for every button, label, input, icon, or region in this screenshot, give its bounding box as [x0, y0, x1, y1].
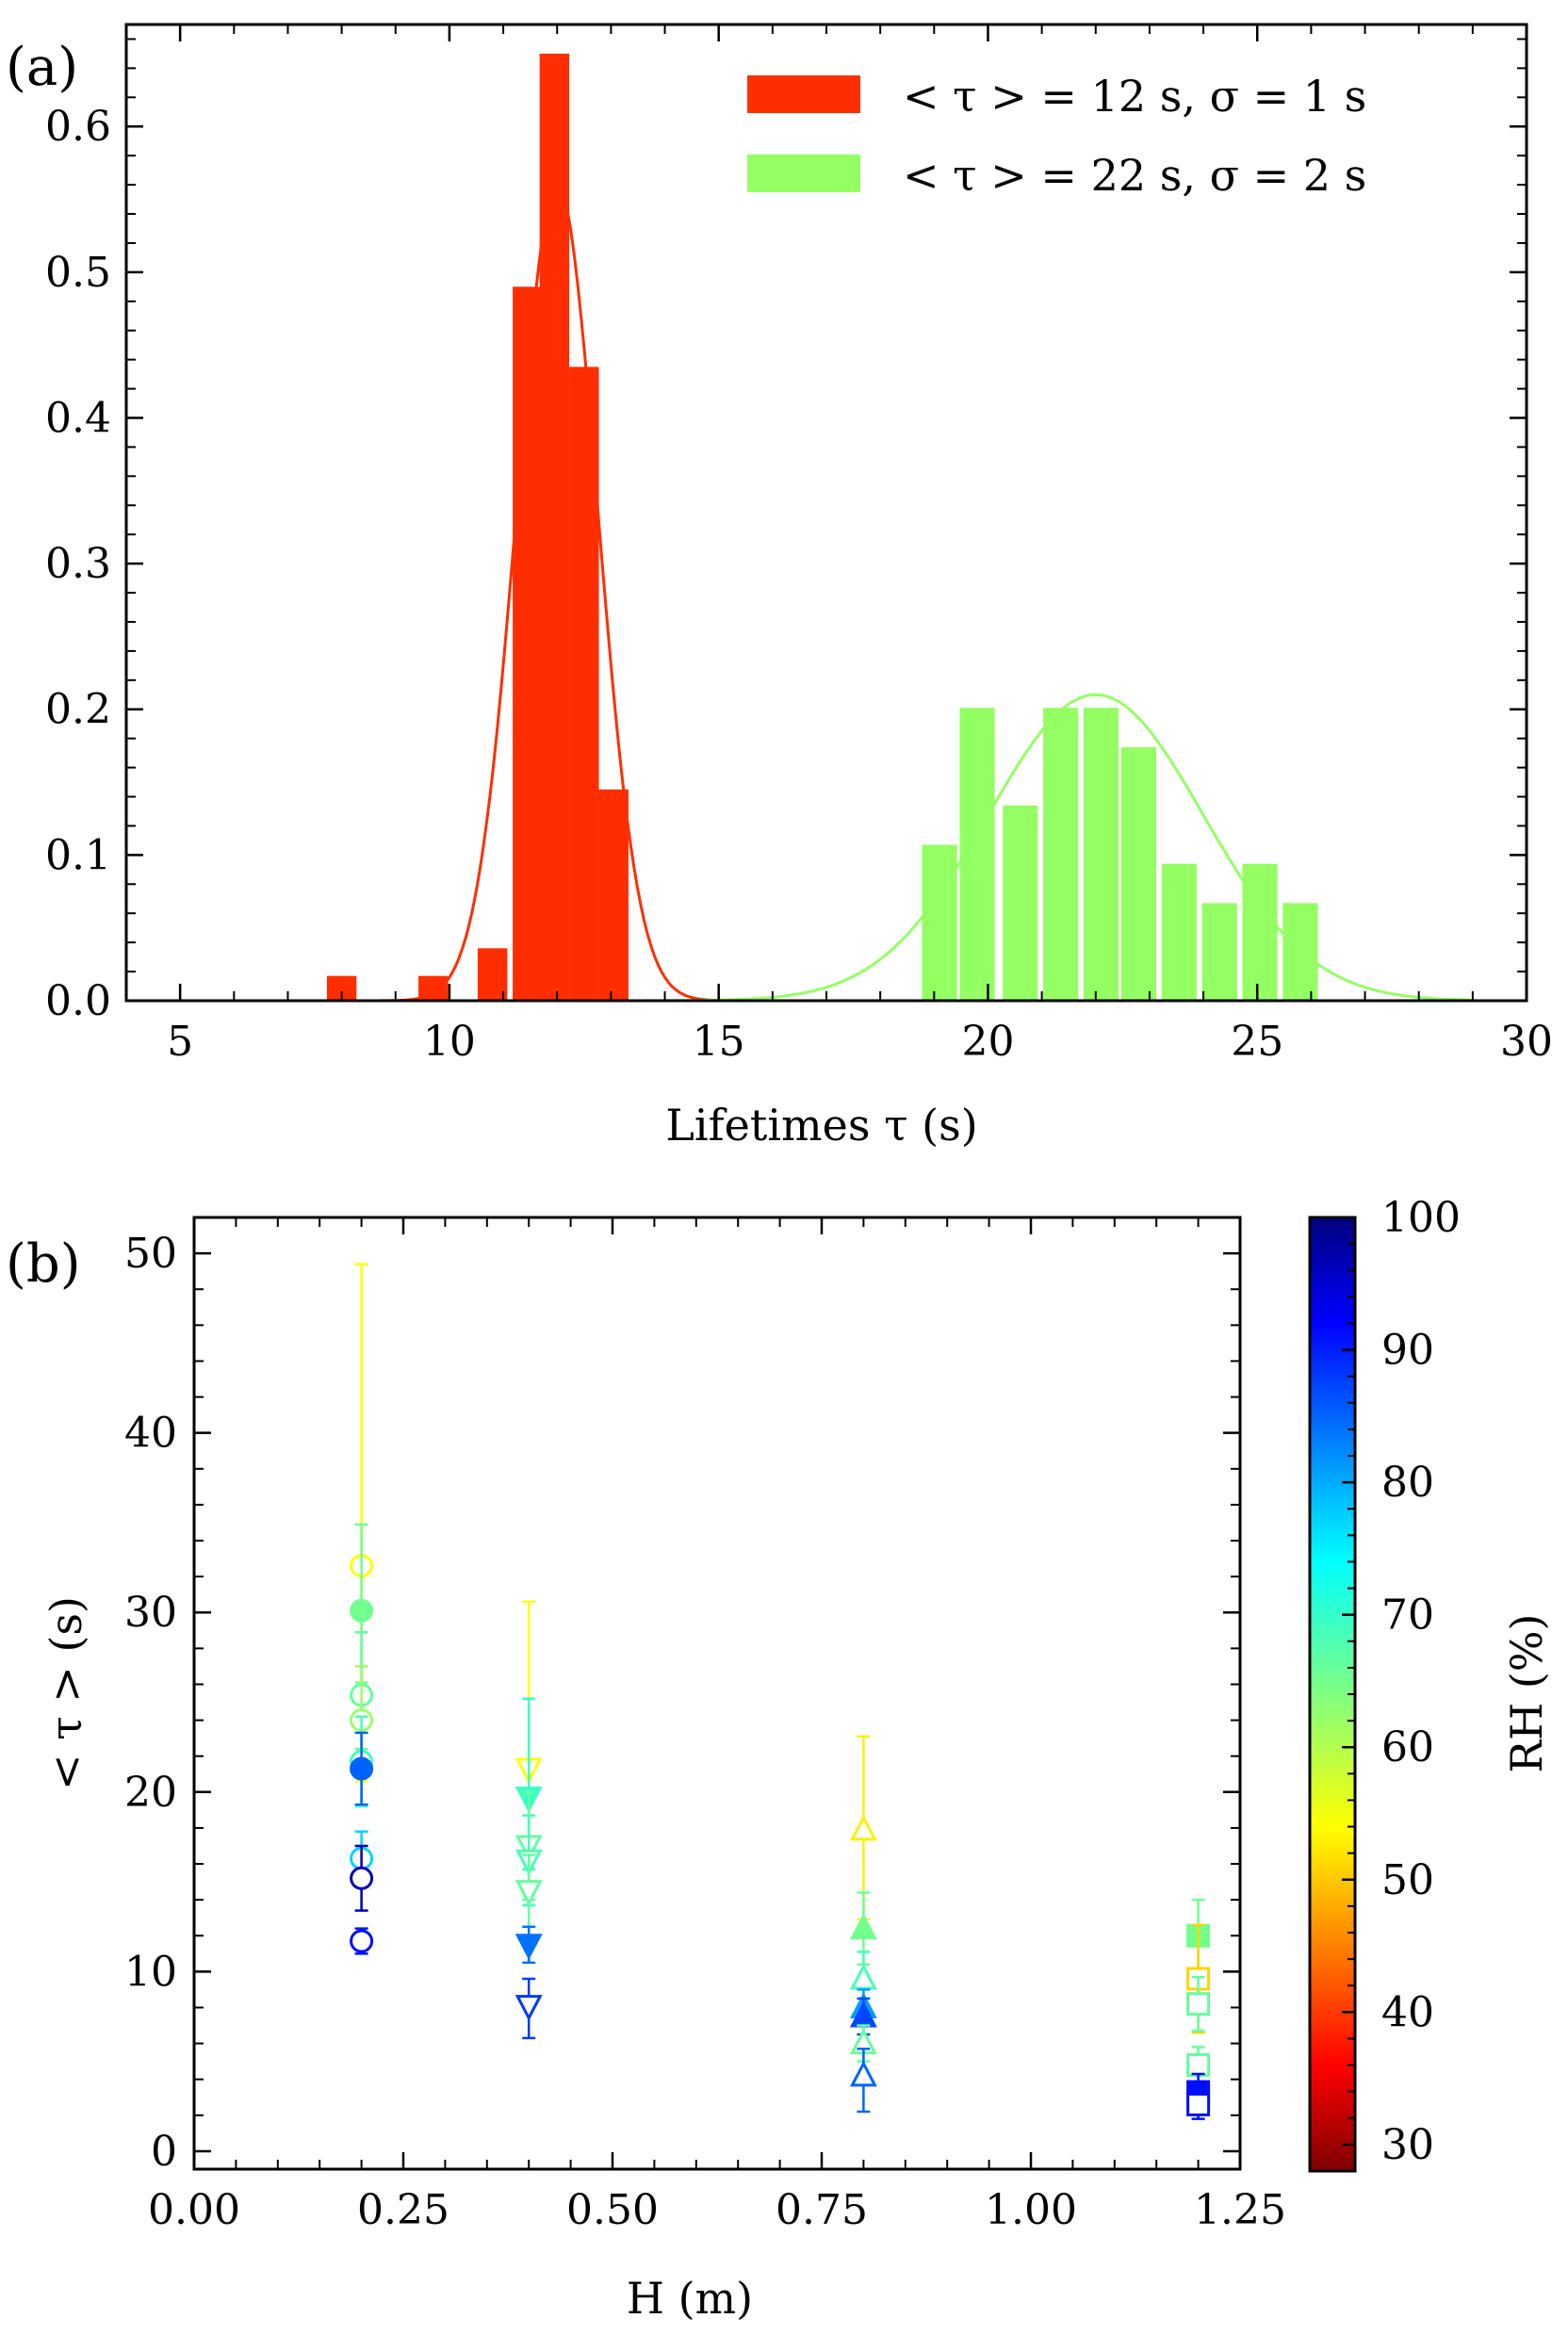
histogram-bar-1-8 [1242, 863, 1278, 1001]
colorbar-tick-label: 50 [1381, 1856, 1434, 1904]
histogram-bar-1-2 [1003, 805, 1038, 1001]
y-tick-label: 0.3 [45, 540, 111, 588]
colorbar: 30 40 50 60 70 80 90 100 RH (%) [1308, 1194, 1552, 2173]
data-point-circle-5 [350, 1756, 374, 1781]
y-tick-label: 0.1 [45, 831, 111, 879]
y-axis-title-b: < τ > (s) [41, 1596, 91, 1790]
scatter-points [350, 1263, 1211, 2120]
histogram-bar-1-6 [1161, 863, 1197, 1001]
histogram-panel: (a) 5 10 15 20 25 30 0.0 0.1 0.2 0.3 0.4 0.5 0.6 < τ… [6, 23, 1553, 1151]
x-tick-label: 0.50 [566, 2186, 659, 2234]
panel-label-a: (a) [6, 37, 78, 98]
y-tick-label: 0.2 [45, 686, 111, 734]
colorbar-tick-label: 70 [1381, 1592, 1434, 1640]
y-tick-label: 0.4 [45, 394, 111, 442]
y-tick-label: 0.0 [45, 977, 111, 1025]
histogram-bar-0-3 [513, 286, 543, 1001]
y-tick-label: 50 [124, 1230, 177, 1278]
x-tick-label: 5 [167, 1018, 193, 1066]
axis-ticks: 5 10 15 20 25 30 0.0 0.1 0.2 0.3 0.4 0.5 0.6 [45, 24, 1553, 1066]
x-tick-label: 15 [693, 1018, 745, 1066]
y-tick-label: 10 [124, 1948, 177, 1996]
x-axis-title-a: Lifetimes τ (s) [665, 1100, 977, 1151]
colorbar-tick-label: 100 [1381, 1194, 1461, 1242]
colorbar-tick-label: 40 [1381, 1988, 1434, 2036]
x-tick-label: 10 [423, 1018, 476, 1066]
data-point-triangle-down-13 [514, 1880, 543, 1906]
data-point-triangle-up-17 [849, 1913, 877, 1940]
y-tick-label: 40 [124, 1410, 177, 1458]
colorbar-tick-label: 30 [1381, 2121, 1434, 2169]
histogram-bar-1-0 [922, 844, 957, 1001]
colorbar-ticks: 30 40 50 60 70 80 90 100 [1342, 1194, 1461, 2172]
data-point-triangle-down-15 [514, 1995, 543, 2021]
data-point-circle-1 [350, 1598, 374, 1623]
legend-label-red: < τ > = 12 s, σ = 1 s [903, 71, 1366, 122]
x-tick-label: 0.00 [148, 2186, 240, 2234]
plot-frame [124, 23, 1528, 1003]
histogram-bar-1-5 [1120, 746, 1157, 1001]
histogram-bar-1-7 [1201, 903, 1237, 1001]
legend-swatch-green [747, 155, 860, 192]
x-tick-label: 0.25 [357, 2186, 449, 2234]
y-tick-label: 20 [124, 1769, 177, 1817]
histogram-bar-1-4 [1083, 708, 1119, 1001]
y-tick-label: 30 [124, 1589, 177, 1637]
panel-label-b: (b) [6, 1233, 81, 1295]
y-tick-label: 0.6 [45, 103, 111, 151]
x-tick-label: 1.00 [985, 2186, 1077, 2234]
data-point-circle-8 [350, 1929, 374, 1953]
data-point-triangle-up-22 [849, 2060, 877, 2087]
x-tick-label: 0.75 [776, 2186, 868, 2234]
data-point-square-26 [1186, 2052, 1211, 2077]
plot-frame [192, 1216, 1242, 2171]
data-point-triangle-down-14 [514, 1934, 543, 1961]
scatter-panel: (b) 0.00 0.25 0.50 0.75 1.00 1.2501020304050 … [6, 1194, 1552, 2324]
colorbar-title: RH (%) [1501, 1614, 1552, 1773]
x-tick-label: 30 [1500, 1018, 1553, 1066]
legend-swatch-red [747, 75, 860, 113]
histogram-bar-1-3 [1043, 708, 1079, 1001]
colorbar-tick-label: 90 [1381, 1327, 1434, 1375]
data-point-triangle-up-18 [849, 1963, 877, 1990]
histogram-bar-0-6 [598, 789, 629, 1001]
axis-ticks: 0.00 0.25 0.50 0.75 1.00 1.25 0 10 20 30 40 50 [124, 1217, 1286, 2234]
colorbar-tick-label: 80 [1381, 1459, 1434, 1507]
x-tick-label: 25 [1231, 1018, 1283, 1066]
colorbar-tick-label: 60 [1381, 1723, 1434, 1771]
data-point-square-25 [1186, 1992, 1211, 2016]
y-tick-label: 0.5 [45, 249, 111, 297]
x-tick-label: 20 [961, 1018, 1014, 1066]
data-point-circle-7 [350, 1866, 374, 1890]
y-tick-label: 0 [151, 2128, 177, 2176]
legend: < τ > = 12 s, σ = 1 s < τ > = 22 s, σ = … [747, 71, 1366, 201]
histogram-bar-0-4 [539, 53, 570, 1002]
legend-label-green: < τ > = 22 s, σ = 2 s [903, 150, 1366, 201]
data-point-triangle-up-16 [849, 1814, 877, 1841]
x-tick-label: 1.25 [1194, 2186, 1286, 2234]
histogram-bars [326, 53, 1318, 1002]
x-axis-title-b: H (m) [627, 2273, 753, 2324]
data-point-square-28 [1186, 2092, 1211, 2116]
